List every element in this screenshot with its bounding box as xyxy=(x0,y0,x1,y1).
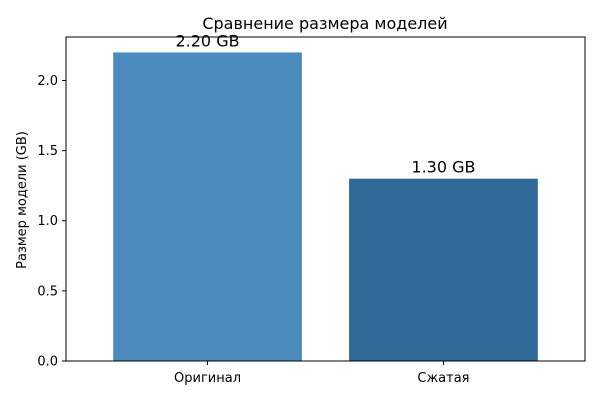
y-tick-label-5: 2.0 xyxy=(37,74,58,89)
y-tick-label-2: 0.5 xyxy=(37,284,58,299)
y-axis-ticks: 0.0 0.5 1.0 1.5 2.0 xyxy=(37,74,66,370)
plot-frame xyxy=(65,36,586,362)
y-tick-label-4: 1.5 xyxy=(37,144,58,159)
bar-1 xyxy=(113,52,302,362)
chart-title: Сравнение размера моделей xyxy=(202,14,447,33)
x-tick-label-1: Оригинал xyxy=(174,371,241,386)
bar-2 xyxy=(349,178,538,361)
x-axis-ticks: Оригинал Сжатая xyxy=(174,361,470,386)
y-tick-label-1: 0.0 xyxy=(37,355,58,370)
x-tick-label-2: Сжатая xyxy=(417,371,469,386)
data-label-1: 2.20 GB xyxy=(175,31,239,50)
bars-group xyxy=(113,52,538,362)
y-tick-label-3: 1.0 xyxy=(37,214,58,229)
data-labels-group: 2.20 GB 1.30 GB xyxy=(175,31,475,176)
data-label-2: 1.30 GB xyxy=(411,158,475,177)
y-axis-label: Размер модели (GB) xyxy=(15,131,30,269)
